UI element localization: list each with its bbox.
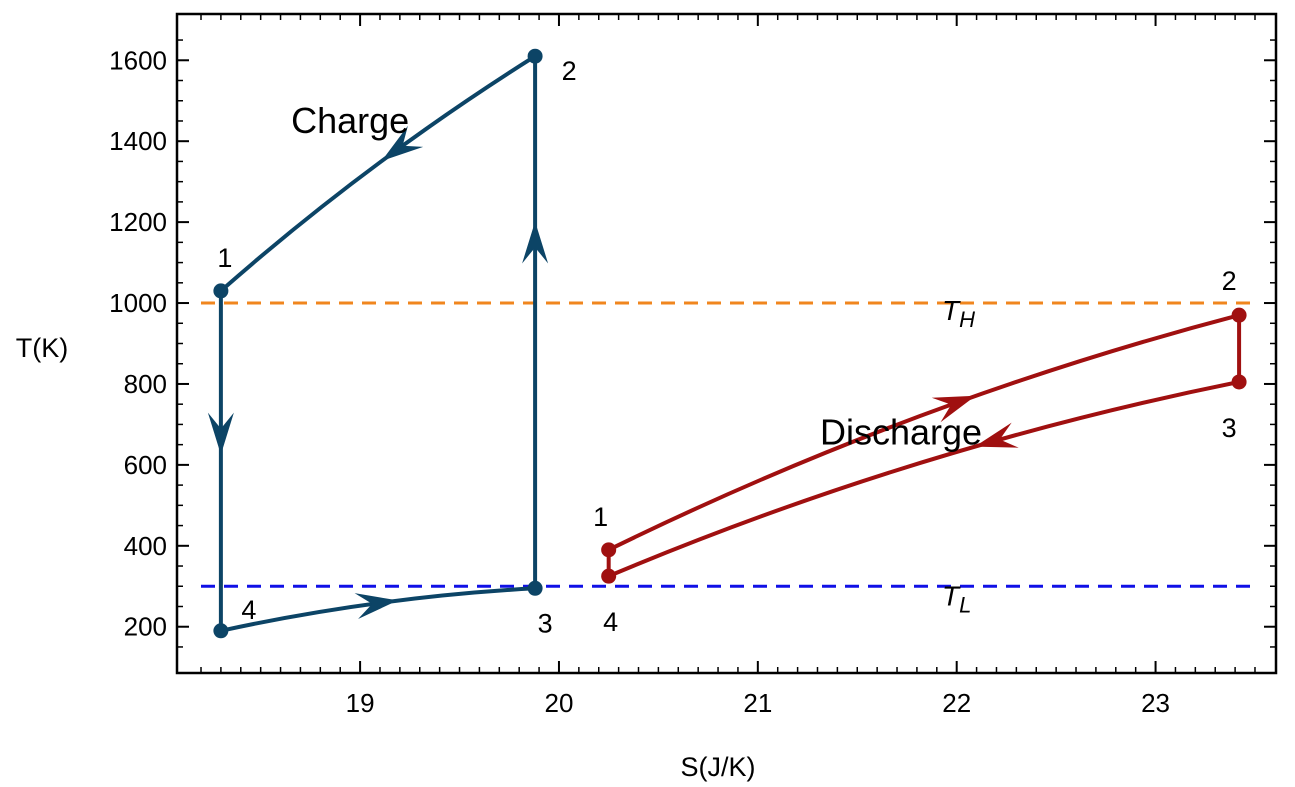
plot-frame	[175, 12, 1278, 675]
direction-arrow	[207, 412, 234, 455]
reference-label-sub: L	[959, 592, 971, 617]
x-tick-label: 20	[545, 688, 574, 718]
state-point	[527, 48, 543, 64]
process-path	[218, 54, 538, 293]
plot-area	[177, 14, 1276, 673]
reference-lines	[201, 301, 1255, 588]
annotation-discharge: Discharge	[820, 412, 982, 453]
state-point	[601, 542, 617, 558]
state-label: 3	[1222, 413, 1237, 443]
x-axis-title: S(J/K)	[680, 752, 755, 782]
y-tick-label: 1000	[109, 288, 167, 318]
state-label: 3	[538, 608, 553, 638]
state-label: 4	[241, 595, 256, 625]
x-tick-label: 21	[743, 688, 772, 718]
state-label: 1	[217, 243, 232, 273]
process-path	[606, 379, 1242, 579]
state-label: 1	[593, 502, 608, 532]
series-charge	[207, 48, 549, 639]
reference-line-label: TL	[942, 580, 971, 617]
annotation-charge: Charge	[291, 100, 409, 141]
direction-arrow	[381, 125, 424, 162]
process-path	[606, 313, 1242, 552]
state-label: 4	[603, 607, 618, 637]
reference-label-sub: H	[959, 307, 975, 332]
direction-arrow	[354, 593, 398, 619]
y-tick-label: 200	[124, 612, 167, 642]
direction-arrow	[522, 221, 549, 264]
y-tick-label: 1400	[109, 126, 167, 156]
state-point	[1231, 307, 1247, 323]
state-point	[213, 283, 229, 299]
state-point	[601, 568, 617, 584]
y-tick-label: 1200	[109, 207, 167, 237]
y-tick-label: 400	[124, 531, 167, 561]
state-label: 2	[562, 56, 577, 86]
series-layer	[207, 48, 1247, 639]
direction-arrow	[931, 395, 976, 423]
x-tick-label: 23	[1141, 688, 1170, 718]
y-tick-label: 600	[124, 450, 167, 480]
reference-label-main: T	[942, 295, 961, 326]
reference-label-main: T	[942, 580, 961, 611]
state-point	[213, 623, 229, 639]
state-point	[527, 580, 543, 596]
state-point	[1231, 374, 1247, 390]
x-tick-label: 19	[346, 688, 375, 718]
series-discharge	[601, 307, 1247, 584]
y-axis-title: T(K)	[16, 333, 68, 363]
reference-line-label: TH	[942, 295, 975, 332]
y-tick-label: 800	[124, 369, 167, 399]
direction-arrow	[974, 422, 1019, 448]
y-tick-label: 1600	[109, 45, 167, 75]
state-label: 2	[1222, 266, 1237, 296]
x-tick-label: 22	[942, 688, 971, 718]
labels-layer: 19 20 21 22 232004006008001000120014001600TH…	[109, 45, 1236, 718]
